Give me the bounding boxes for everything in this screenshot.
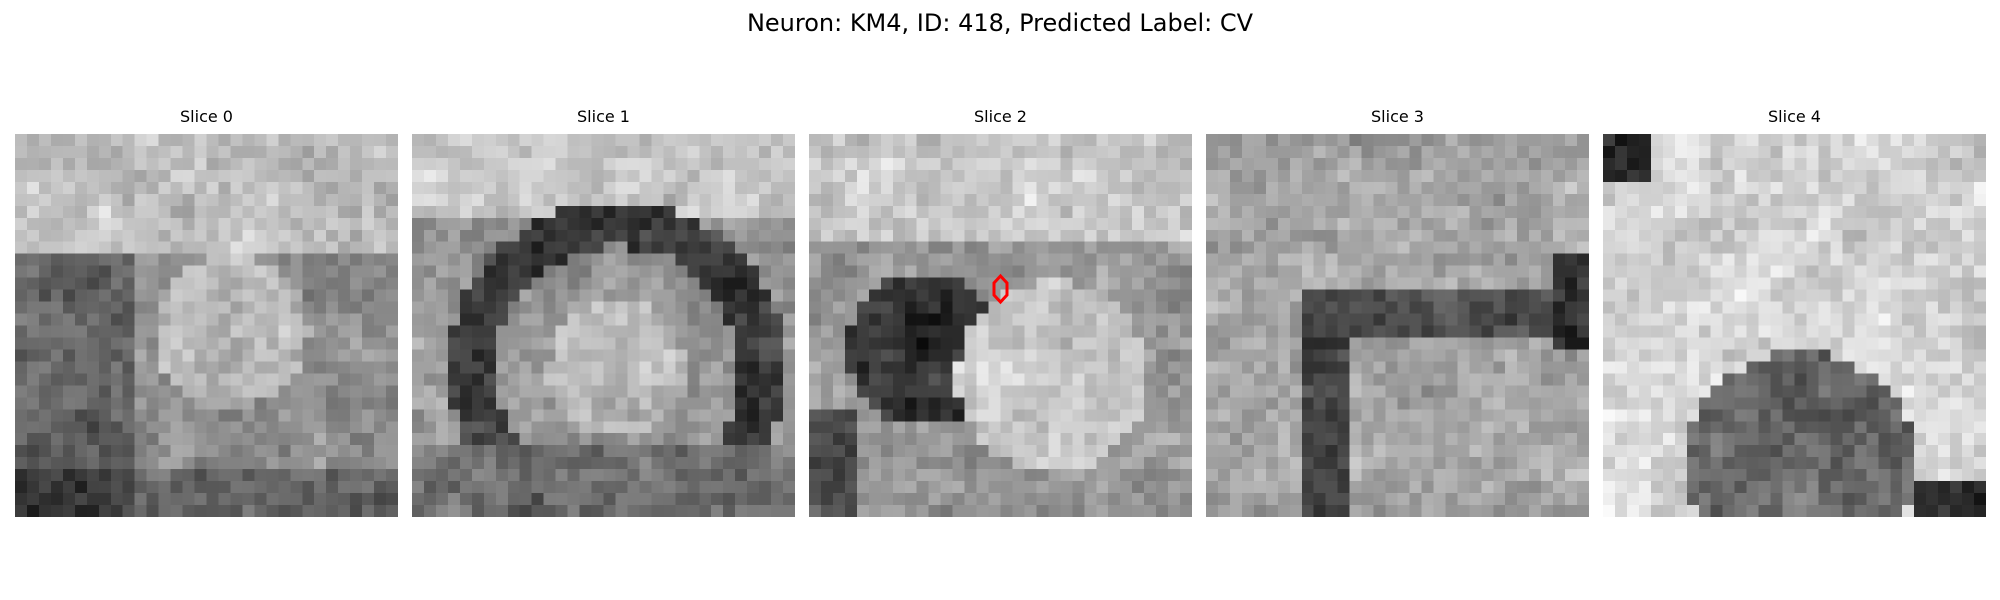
slice-image [809, 134, 1192, 517]
slice-image [1206, 134, 1589, 517]
slice-title: Slice 4 [1768, 107, 1821, 126]
slice-title: Slice 3 [1371, 107, 1424, 126]
slice-image [15, 134, 398, 517]
figure-title: Neuron: KM4, ID: 418, Predicted Label: C… [746, 9, 1254, 37]
slice-panel-4: Slice 4 [1603, 107, 1986, 517]
slice-image [1603, 134, 1986, 517]
slice-panel-0: Slice 0 [15, 107, 398, 517]
slice-title: Slice 0 [180, 107, 233, 126]
slice-title: Slice 1 [577, 107, 630, 126]
slice-panel-3: Slice 3 [1206, 107, 1589, 517]
slice-image [412, 134, 795, 517]
slice-title: Slice 2 [974, 107, 1027, 126]
slice-panel-2: Slice 2 [809, 107, 1192, 517]
slice-panel-1: Slice 1 [412, 107, 795, 517]
